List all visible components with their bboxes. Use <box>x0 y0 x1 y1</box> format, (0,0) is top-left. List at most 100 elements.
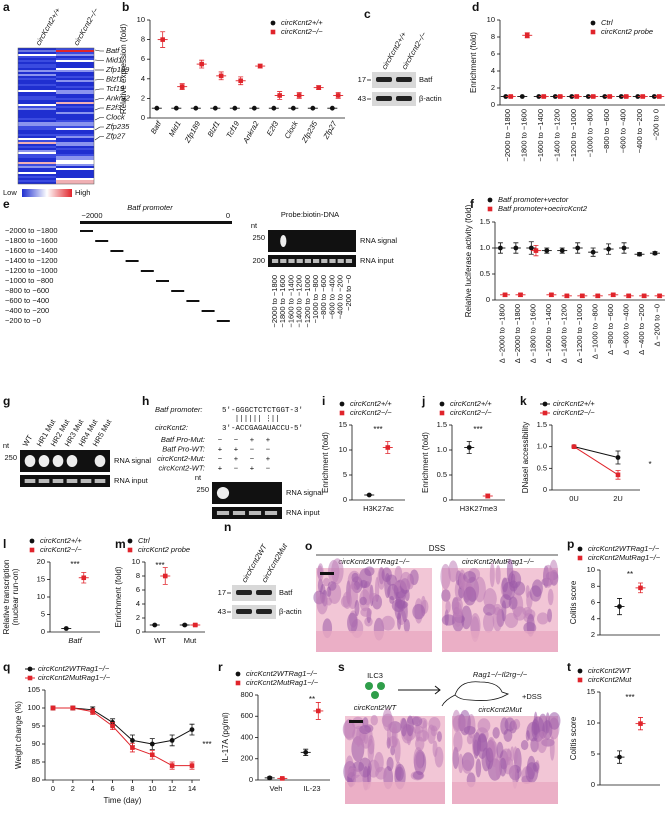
data-point <box>277 93 282 98</box>
legend-label: circKcnt2−/− <box>40 545 82 554</box>
y-tick-label: 0 <box>249 775 253 784</box>
fragment-bar <box>140 270 154 272</box>
sequence-label: circKcnt2: <box>155 423 188 432</box>
y-tick-label: 1.0 <box>437 445 447 454</box>
heatmap-cell <box>56 108 94 110</box>
x-tick-label: Δ −1800 to −1600 <box>529 304 538 363</box>
x-tick-label: Mut <box>184 636 197 645</box>
heatmap-cell <box>18 170 56 172</box>
heatmap-cell <box>18 112 56 114</box>
y-tick-label: 1.5 <box>437 420 447 429</box>
heatmap-cell <box>18 180 56 182</box>
heatmap-cell <box>56 162 94 164</box>
fragment-bar <box>125 260 139 262</box>
heatmap-cell <box>18 108 56 110</box>
y-tick-label: 8 <box>591 581 595 590</box>
condition-sign: − <box>250 454 255 463</box>
fragment-label: −1000 to −800 <box>5 276 53 285</box>
heatmap-cell <box>56 178 94 180</box>
data-point <box>617 754 622 760</box>
heatmap-cell <box>56 114 94 116</box>
heatmap-cell <box>56 76 94 78</box>
rotated-label: −1600 to −1400 <box>286 275 295 328</box>
fragment-label: −1600 to −1400 <box>5 246 58 255</box>
legend-marker <box>127 538 133 544</box>
y-axis-label: Enrichment (fold) <box>469 32 478 93</box>
y-tick-label: 4 <box>591 614 595 623</box>
condition-sign: + <box>266 435 271 444</box>
data-point <box>638 721 643 726</box>
data-point <box>485 493 491 499</box>
heatmap-cell <box>56 106 94 108</box>
data-point <box>130 745 135 750</box>
panel-letter: m <box>115 537 126 551</box>
significance: *** <box>155 561 164 570</box>
data-point <box>533 248 539 253</box>
legend-label: circKcnt2 probe <box>138 545 190 554</box>
significance: ** <box>627 570 633 579</box>
tissue-texture <box>501 577 509 593</box>
tissue-texture <box>347 612 358 634</box>
y-axis-label: Colitis score <box>569 580 578 624</box>
heatmap-cell <box>18 80 56 82</box>
gel-band <box>216 511 230 515</box>
data-point <box>508 94 514 99</box>
heatmap-cell <box>56 72 94 74</box>
y-tick-label: 6 <box>491 49 495 58</box>
gel-spot <box>52 455 64 467</box>
condition-sign: − <box>218 454 223 463</box>
y-tick-label: 85 <box>32 757 40 766</box>
mouse-icon <box>441 681 510 707</box>
unit-label: nt <box>3 441 10 450</box>
series-line <box>573 446 619 458</box>
data-point <box>192 622 198 628</box>
significance: *** <box>625 693 634 702</box>
data-point <box>518 292 523 298</box>
fragment-label: −1200 to −1000 <box>5 266 58 275</box>
data-point <box>549 292 554 298</box>
data-point <box>271 105 277 111</box>
y-tick-label: 0 <box>543 485 547 494</box>
heatmap-cell <box>18 164 56 166</box>
heatmap-cell <box>18 124 56 126</box>
heatmap-cell <box>56 140 94 142</box>
condition-label: circKcnt2-WT: <box>158 463 205 472</box>
band <box>376 96 392 101</box>
legend-marker <box>270 20 276 26</box>
heatmap-cell <box>56 182 94 184</box>
heatmap-cell <box>56 166 94 168</box>
heatmap-cell <box>56 144 94 146</box>
x-tick-label: Veh <box>270 784 283 793</box>
panel-letter: c <box>364 7 371 21</box>
row-label: RNA input <box>286 508 321 517</box>
data-point <box>169 763 175 768</box>
gel-input <box>20 475 110 487</box>
x-tick-label: H3K27ac <box>363 504 394 513</box>
tissue-texture <box>513 606 527 621</box>
data-point <box>280 776 285 781</box>
x-tick-label: −1200 to −1000 <box>569 109 578 162</box>
heatmap-cell <box>56 90 94 92</box>
size-marker: 250 <box>196 485 209 494</box>
legend-marker <box>27 675 33 681</box>
arrow <box>398 685 441 695</box>
y-axis-label: Enrichment (fold) <box>114 566 123 627</box>
y-tick-label: 400 <box>240 732 253 741</box>
x-tick-label: Δ −400 to −200 <box>637 304 646 355</box>
scale-label: High <box>75 188 90 197</box>
gel-band <box>264 511 278 515</box>
heatmap-cell <box>56 66 94 68</box>
heatmap-cell <box>18 158 56 160</box>
heatmap-cell <box>56 120 94 122</box>
fragment-label: −800 to −600 <box>5 286 49 295</box>
heatmap-cell <box>56 94 94 96</box>
fragment-bar <box>156 280 169 282</box>
heatmap-cell <box>18 66 56 68</box>
band-label: β-actin <box>279 607 302 616</box>
y-tick-label: 1.0 <box>537 442 547 451</box>
tissue-texture <box>525 585 530 598</box>
y-axis-label: Enrichment (fold) <box>421 432 430 493</box>
x-tick-label: 8 <box>130 784 134 793</box>
data-point <box>212 105 218 111</box>
data-point <box>335 93 341 98</box>
